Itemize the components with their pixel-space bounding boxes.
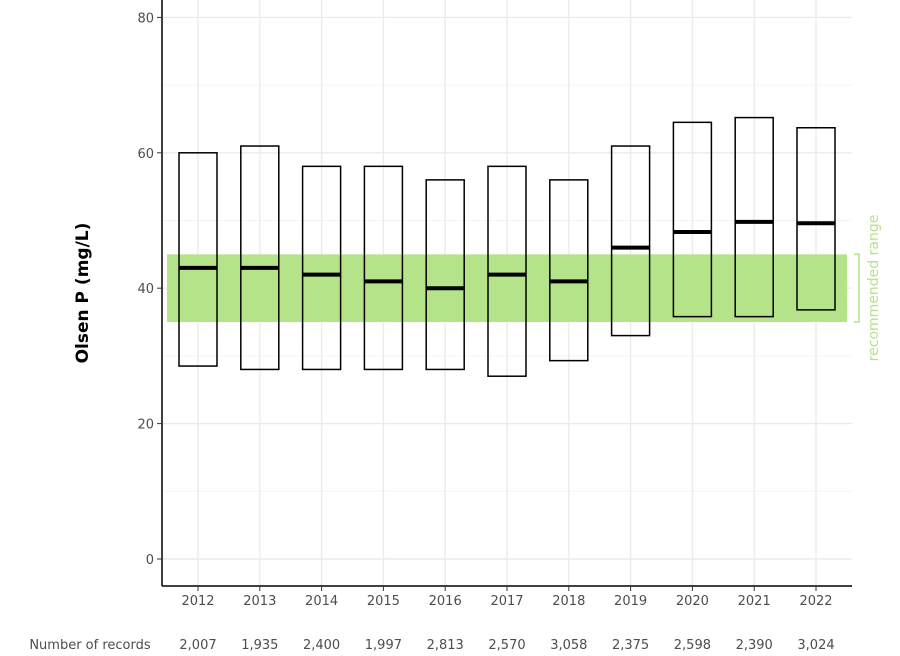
box-iqr <box>734 116 774 318</box>
records-value: 3,024 <box>797 638 834 653</box>
records-value: 2,570 <box>488 638 525 653</box>
y-tick-label: 20 <box>137 418 154 433</box>
y-tick-label: 40 <box>137 282 154 297</box>
x-tick-label: 2015 <box>367 594 400 609</box>
box-2021 <box>734 116 774 318</box>
x-tick-label: 2022 <box>799 594 832 609</box>
x-tick-label: 2020 <box>676 594 709 609</box>
box-iqr <box>672 121 713 318</box>
records-value: 2,007 <box>179 638 216 653</box>
y-tick-label: 0 <box>146 553 154 568</box>
recommended-range-label: recommended range <box>866 215 882 362</box>
box-2018 <box>549 179 589 362</box>
x-tick-label: 2018 <box>552 594 585 609</box>
records-value: 3,058 <box>550 638 587 653</box>
records-value: 1,997 <box>365 638 402 653</box>
box-iqr <box>363 165 404 371</box>
box-iqr <box>425 179 465 371</box>
box-series <box>178 116 836 377</box>
x-tick-label: 2017 <box>490 594 523 609</box>
y-tick-labels: 0 20 40 60 80 <box>137 11 162 568</box>
recommended-range-bracket <box>854 253 860 323</box>
box-2012 <box>178 152 218 367</box>
box-iqr <box>610 145 651 337</box>
box-iqr <box>178 152 218 367</box>
records-row: 2,007 1,935 2,400 1,997 2,813 2,570 3,058 2,375… <box>179 638 834 653</box>
x-tick-label: 2012 <box>181 594 214 609</box>
y-axis-label: Olsen P (mg/L) <box>73 223 93 364</box>
box-iqr <box>487 165 527 377</box>
box-iqr <box>796 127 836 311</box>
x-tick-label: 2013 <box>243 594 276 609</box>
records-value: 2,375 <box>612 638 649 653</box>
x-tick-label: 2021 <box>738 594 771 609</box>
records-value: 2,813 <box>427 638 464 653</box>
box-2016 <box>425 179 465 371</box>
box-iqr <box>301 165 342 371</box>
records-value: 2,390 <box>736 638 773 653</box>
x-tick-label: 2019 <box>614 594 647 609</box>
y-tick-label: 80 <box>137 11 154 26</box>
y-tick-label: 60 <box>137 147 154 162</box>
box-2017 <box>487 165 527 377</box>
recommended-range-band <box>167 254 847 323</box>
box-2019 <box>610 145 651 337</box>
records-value: 1,935 <box>241 638 278 653</box>
box-2020 <box>672 121 713 318</box>
x-tick-labels: 2012 2013 2014 2015 2016 2017 2018 2019 2020 2021… <box>181 586 833 609</box>
x-tick-label: 2016 <box>429 594 462 609</box>
box-iqr <box>549 179 589 362</box>
records-row-label: Number of records <box>29 638 151 653</box>
box-2022 <box>796 127 836 311</box>
x-tick-label: 2014 <box>305 594 338 609</box>
records-value: 2,598 <box>674 638 711 653</box>
box-iqr <box>240 145 280 371</box>
box-2013 <box>240 145 280 371</box>
box-2014 <box>301 165 342 371</box>
box-2015 <box>363 165 404 371</box>
records-value: 2,400 <box>303 638 340 653</box>
